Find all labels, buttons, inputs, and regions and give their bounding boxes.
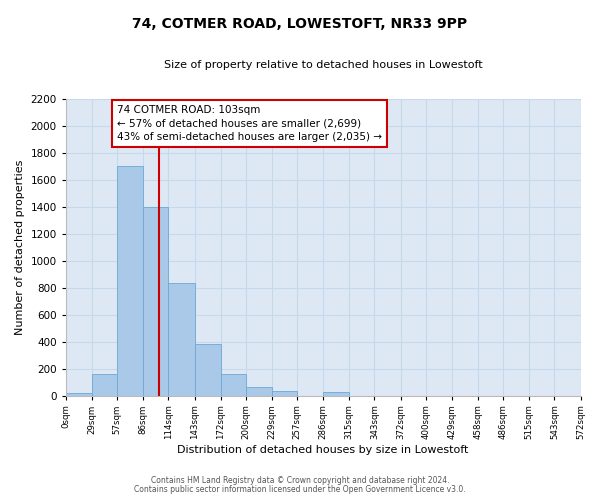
Bar <box>117 166 143 396</box>
Text: Contains public sector information licensed under the Open Government Licence v3: Contains public sector information licen… <box>134 484 466 494</box>
Bar <box>272 392 297 396</box>
Title: Size of property relative to detached houses in Lowestoft: Size of property relative to detached ho… <box>164 60 482 70</box>
Bar <box>143 206 169 396</box>
Bar <box>246 387 272 396</box>
X-axis label: Distribution of detached houses by size in Lowestoft: Distribution of detached houses by size … <box>178 445 469 455</box>
Text: Contains HM Land Registry data © Crown copyright and database right 2024.: Contains HM Land Registry data © Crown c… <box>151 476 449 485</box>
Bar <box>323 392 349 396</box>
Bar <box>66 393 92 396</box>
Bar <box>194 344 221 396</box>
Bar <box>221 374 246 396</box>
Text: 74 COTMER ROAD: 103sqm
← 57% of detached houses are smaller (2,699)
43% of semi-: 74 COTMER ROAD: 103sqm ← 57% of detached… <box>117 106 382 142</box>
Bar <box>92 374 117 396</box>
Text: 74, COTMER ROAD, LOWESTOFT, NR33 9PP: 74, COTMER ROAD, LOWESTOFT, NR33 9PP <box>133 18 467 32</box>
Bar <box>169 284 194 396</box>
Y-axis label: Number of detached properties: Number of detached properties <box>15 160 25 334</box>
